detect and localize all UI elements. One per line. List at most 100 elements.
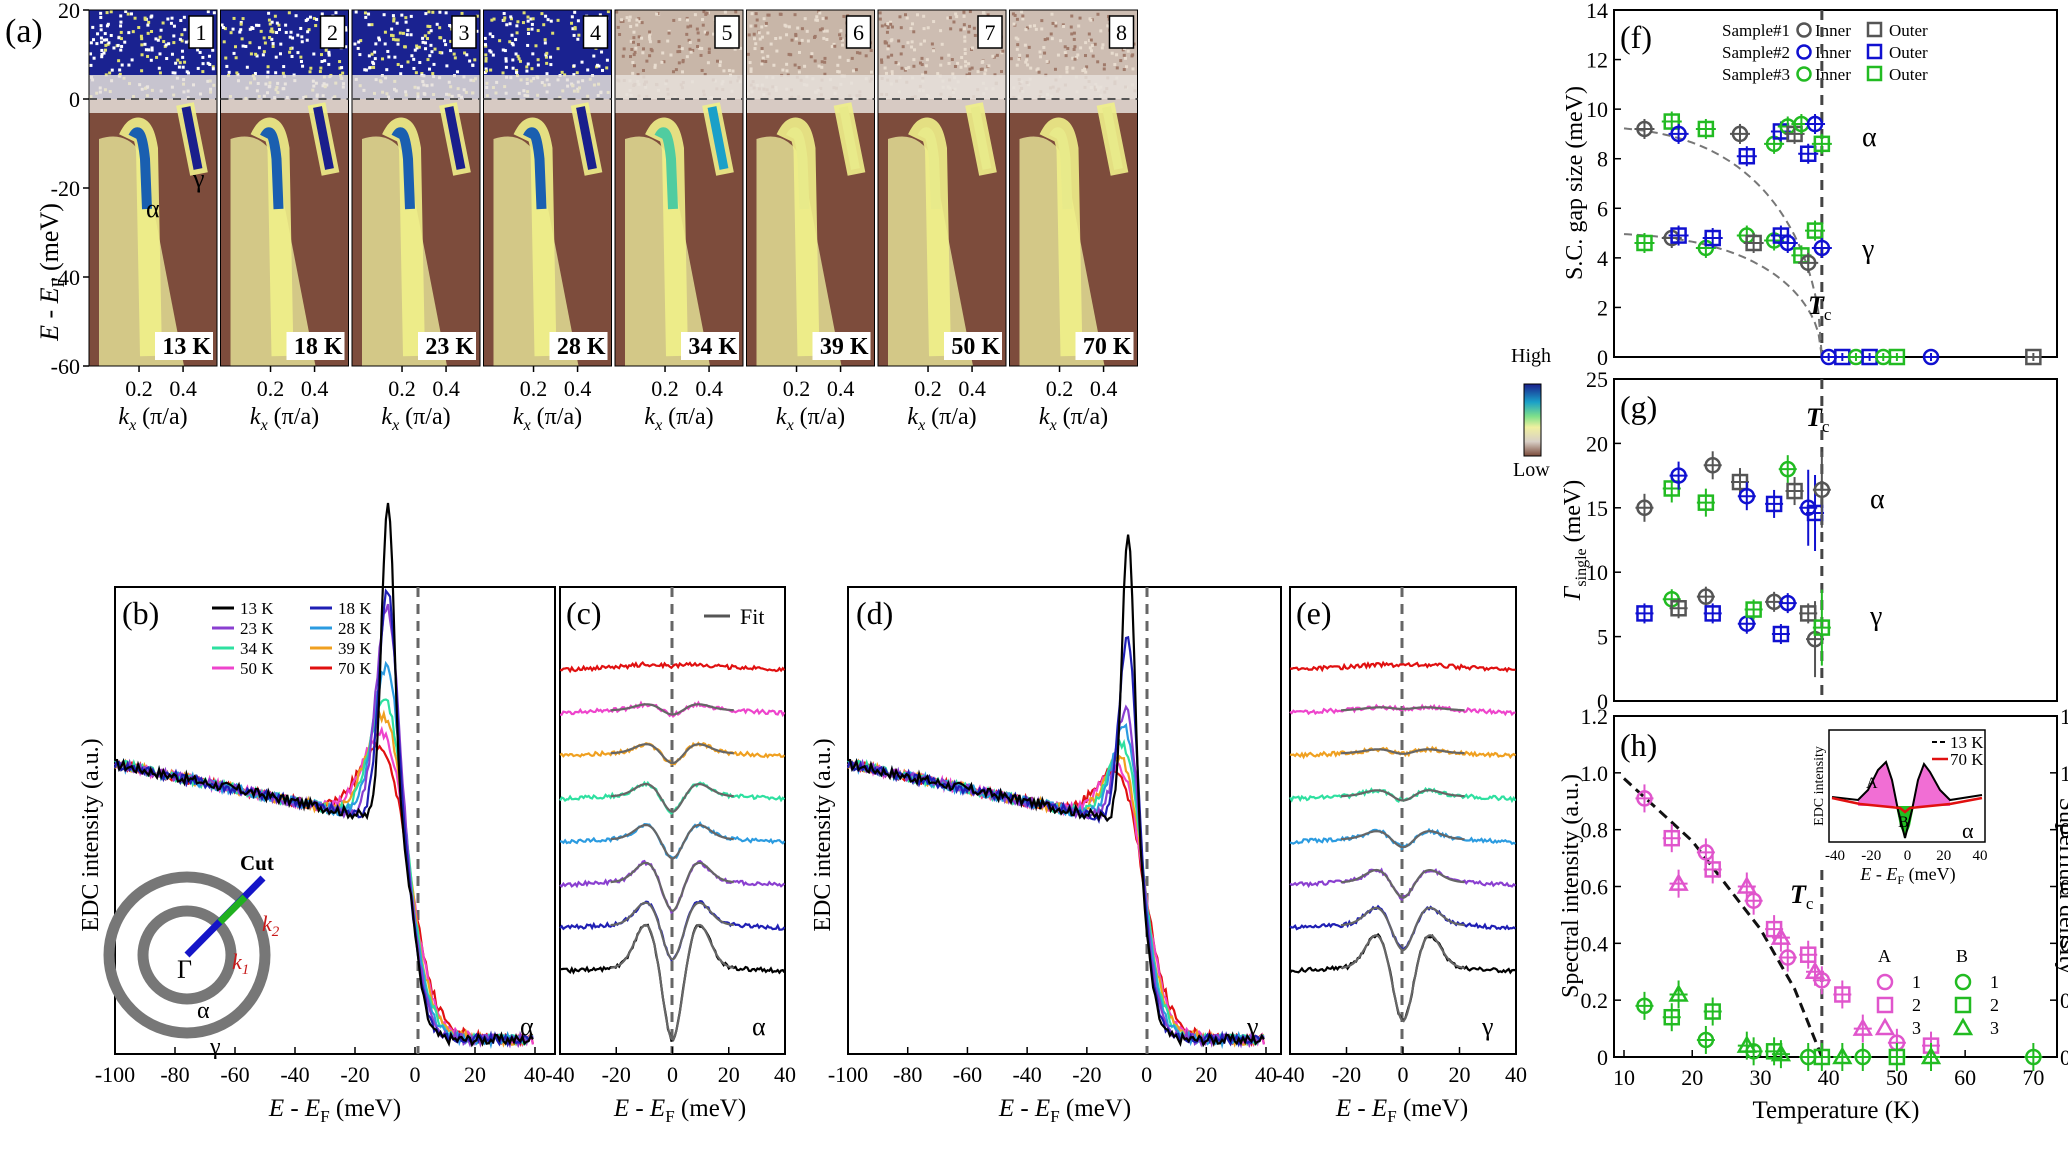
noise-pixel — [620, 18, 624, 22]
temp-label: 23 K — [425, 334, 474, 360]
noise-pixel — [572, 33, 576, 37]
legend-b-title: B — [1956, 946, 1968, 966]
noise-pixel — [278, 52, 282, 56]
noise-pixel — [839, 37, 843, 41]
noise-pixel — [268, 22, 272, 26]
noise-pixel — [144, 48, 148, 52]
noise-pixel — [544, 55, 548, 59]
noise-pixel — [212, 11, 216, 15]
a-y-tick-label: -60 — [51, 354, 80, 379]
noise-pixel — [530, 22, 534, 26]
noise-pixel — [320, 12, 324, 16]
noise-pixel — [438, 10, 442, 14]
y-tick-label: 0 — [1597, 689, 1608, 714]
noise-pixel — [685, 18, 689, 22]
noise-pixel — [993, 73, 997, 77]
noise-pixel — [515, 68, 519, 72]
noise-pixel — [922, 14, 926, 18]
noise-pixel — [438, 51, 442, 55]
noise-pixel — [760, 35, 764, 39]
noise-pixel — [753, 47, 757, 51]
noise-pixel — [233, 45, 237, 49]
noise-pixel — [706, 31, 710, 35]
noise-pixel — [910, 22, 914, 26]
marker-square — [1663, 113, 1681, 130]
noise-pixel — [560, 70, 564, 74]
noise-pixel — [383, 30, 387, 34]
noise-pixel — [1084, 41, 1088, 45]
noise-pixel — [869, 70, 873, 74]
noise-pixel — [140, 43, 144, 47]
noise-pixel — [427, 10, 431, 14]
noise-pixel — [324, 48, 328, 52]
noise-pixel — [696, 44, 700, 48]
noise-pixel — [119, 14, 123, 18]
noise-pixel — [755, 18, 759, 22]
noise-pixel — [177, 65, 181, 69]
noise-pixel — [1070, 14, 1074, 18]
panel-b-band: α — [520, 1012, 534, 1041]
noise-pixel — [1050, 12, 1054, 16]
noise-pixel — [983, 72, 987, 76]
temp-box — [1075, 332, 1134, 360]
noise-pixel — [886, 55, 890, 59]
noise-pixel — [299, 26, 303, 30]
noise-pixel — [995, 53, 999, 57]
noise-pixel — [238, 30, 242, 34]
noise-pixel — [970, 46, 974, 50]
noise-pixel — [886, 47, 890, 51]
legend-outer: Outer — [1889, 65, 1928, 84]
noise-pixel — [502, 11, 506, 15]
marker-square — [1813, 135, 1831, 153]
noise-pixel — [880, 58, 884, 62]
noise-pixel — [909, 26, 913, 30]
noise-pixel — [1043, 38, 1047, 42]
noise-pixel — [146, 31, 150, 35]
noise-pixel — [805, 29, 809, 33]
panel-c-x-ticks: -40 -20 0 20 40 — [545, 1047, 796, 1087]
alpha-band — [1049, 127, 1073, 210]
noise-pixel — [800, 27, 804, 31]
noise-pixel — [1024, 28, 1028, 32]
inset-pink-area — [1858, 762, 1950, 812]
noise-pixel — [1072, 37, 1076, 41]
noise-pixel — [787, 52, 791, 56]
edc-curve-28K — [114, 660, 534, 1050]
a-x-tick-label: 0.2 — [257, 376, 285, 401]
y-tick-label: 0.8 — [1581, 818, 1609, 843]
panel-e-curves — [1289, 660, 1517, 1023]
noise-pixel — [364, 68, 368, 72]
noise-pixel — [894, 61, 898, 65]
legend-label: 34 K — [240, 639, 274, 658]
noise-pixel — [605, 66, 609, 70]
noise-pixel — [263, 41, 267, 45]
bcs-fit-gamma — [1623, 233, 1823, 358]
noise-pixel — [850, 56, 854, 60]
noise-pixel — [1023, 43, 1027, 47]
noise-pixel — [731, 69, 735, 73]
noise-pixel — [232, 51, 236, 55]
noise-pixel — [522, 11, 526, 15]
y-tick-label: 0 — [1597, 1045, 1608, 1070]
noise-pixel — [338, 60, 342, 64]
noise-pixel — [510, 33, 514, 37]
noise-pixel — [968, 24, 972, 28]
noise-pixel — [606, 10, 610, 14]
noise-pixel — [1016, 43, 1020, 47]
noise-pixel — [760, 46, 764, 50]
y-tick-label-right: 0.4 — [2060, 931, 2068, 956]
index-box — [714, 15, 740, 49]
a-x-tick-label: 0.4 — [1090, 376, 1118, 401]
x-tick-label: 20 — [464, 1062, 486, 1087]
noise-pixel — [498, 39, 502, 43]
noise-pixel — [754, 42, 758, 46]
noise-pixel — [1096, 60, 1100, 64]
noise-pixel — [822, 36, 826, 40]
noise-pixel — [164, 43, 168, 47]
noise-pixel — [840, 38, 844, 42]
noise-pixel — [1015, 47, 1019, 51]
legend-a-label: 2 — [1912, 995, 1921, 1015]
noise-pixel — [514, 38, 518, 42]
noise-pixel — [239, 22, 243, 26]
inset-k1: k1 — [232, 949, 249, 978]
